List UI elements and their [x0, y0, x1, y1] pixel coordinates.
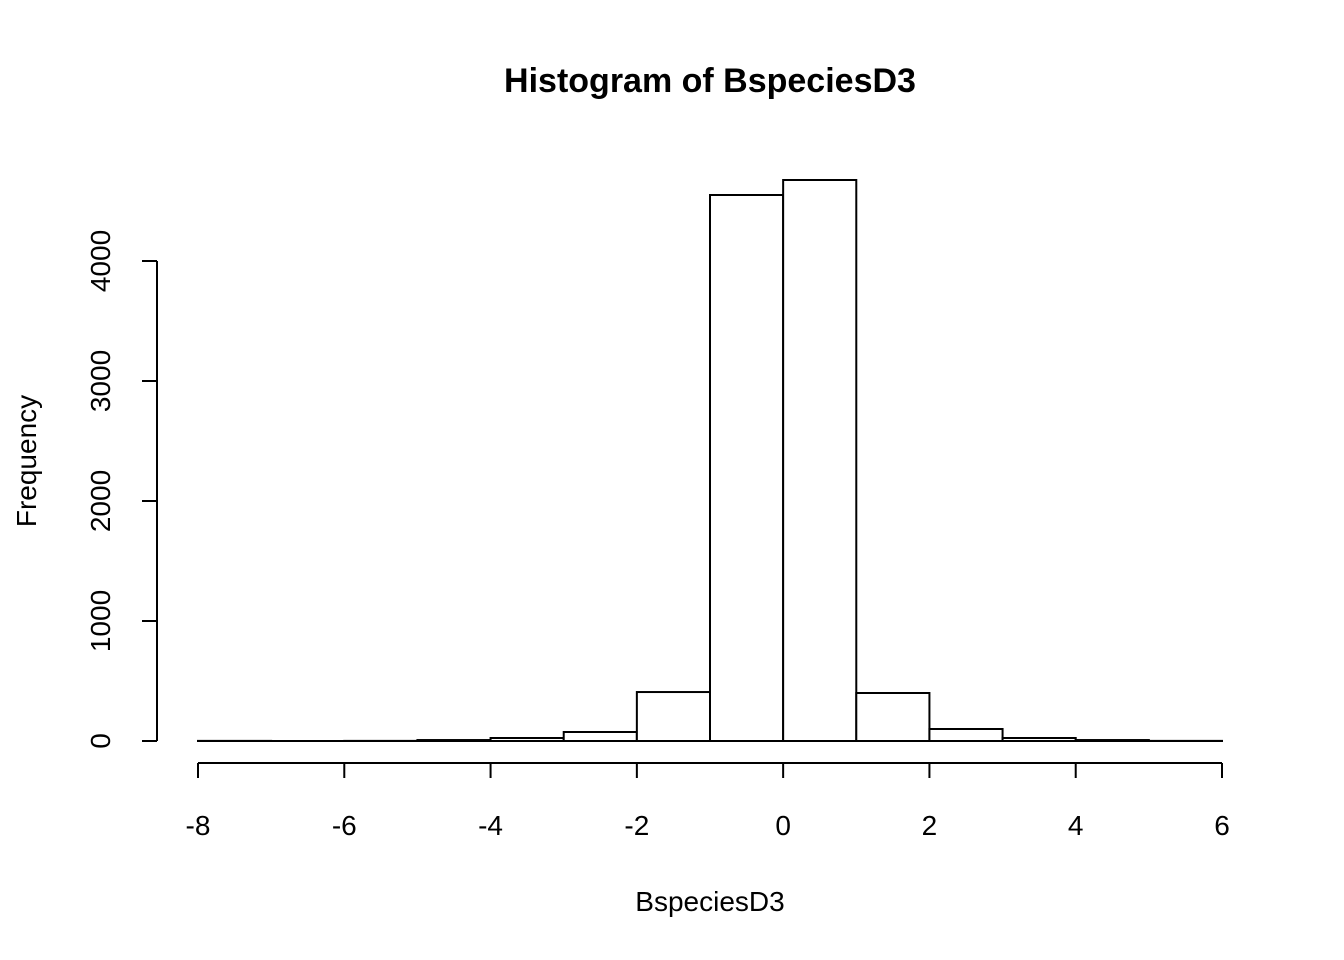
x-tick-label: 6	[1214, 810, 1230, 841]
chart-title: Histogram of BspeciesD3	[504, 62, 916, 100]
x-tick-label: -8	[186, 810, 211, 841]
x-tick-label: 0	[775, 810, 791, 841]
y-tick-label: 2000	[85, 470, 116, 532]
bar	[416, 739, 492, 742]
bar	[855, 692, 931, 742]
bar	[489, 737, 565, 742]
x-tick-label: -4	[478, 810, 503, 841]
x-tick-label: 4	[1068, 810, 1084, 841]
bar	[635, 691, 711, 742]
x-axis-label: BspeciesD3	[635, 886, 784, 917]
y-axis-label: Frequency	[11, 395, 42, 527]
bar	[709, 194, 785, 742]
y-tick-label: 1000	[85, 590, 116, 652]
bar	[1074, 739, 1150, 742]
y-tick-label: 4000	[85, 230, 116, 292]
bar	[562, 731, 638, 742]
y-tick-label: 3000	[85, 350, 116, 412]
bar	[928, 728, 1004, 742]
x-tick-label: -6	[332, 810, 357, 841]
bar	[782, 179, 858, 742]
bar	[1001, 737, 1077, 742]
x-tick-label: -2	[624, 810, 649, 841]
x-tick-label: 2	[922, 810, 938, 841]
y-tick-label: 0	[85, 733, 116, 749]
